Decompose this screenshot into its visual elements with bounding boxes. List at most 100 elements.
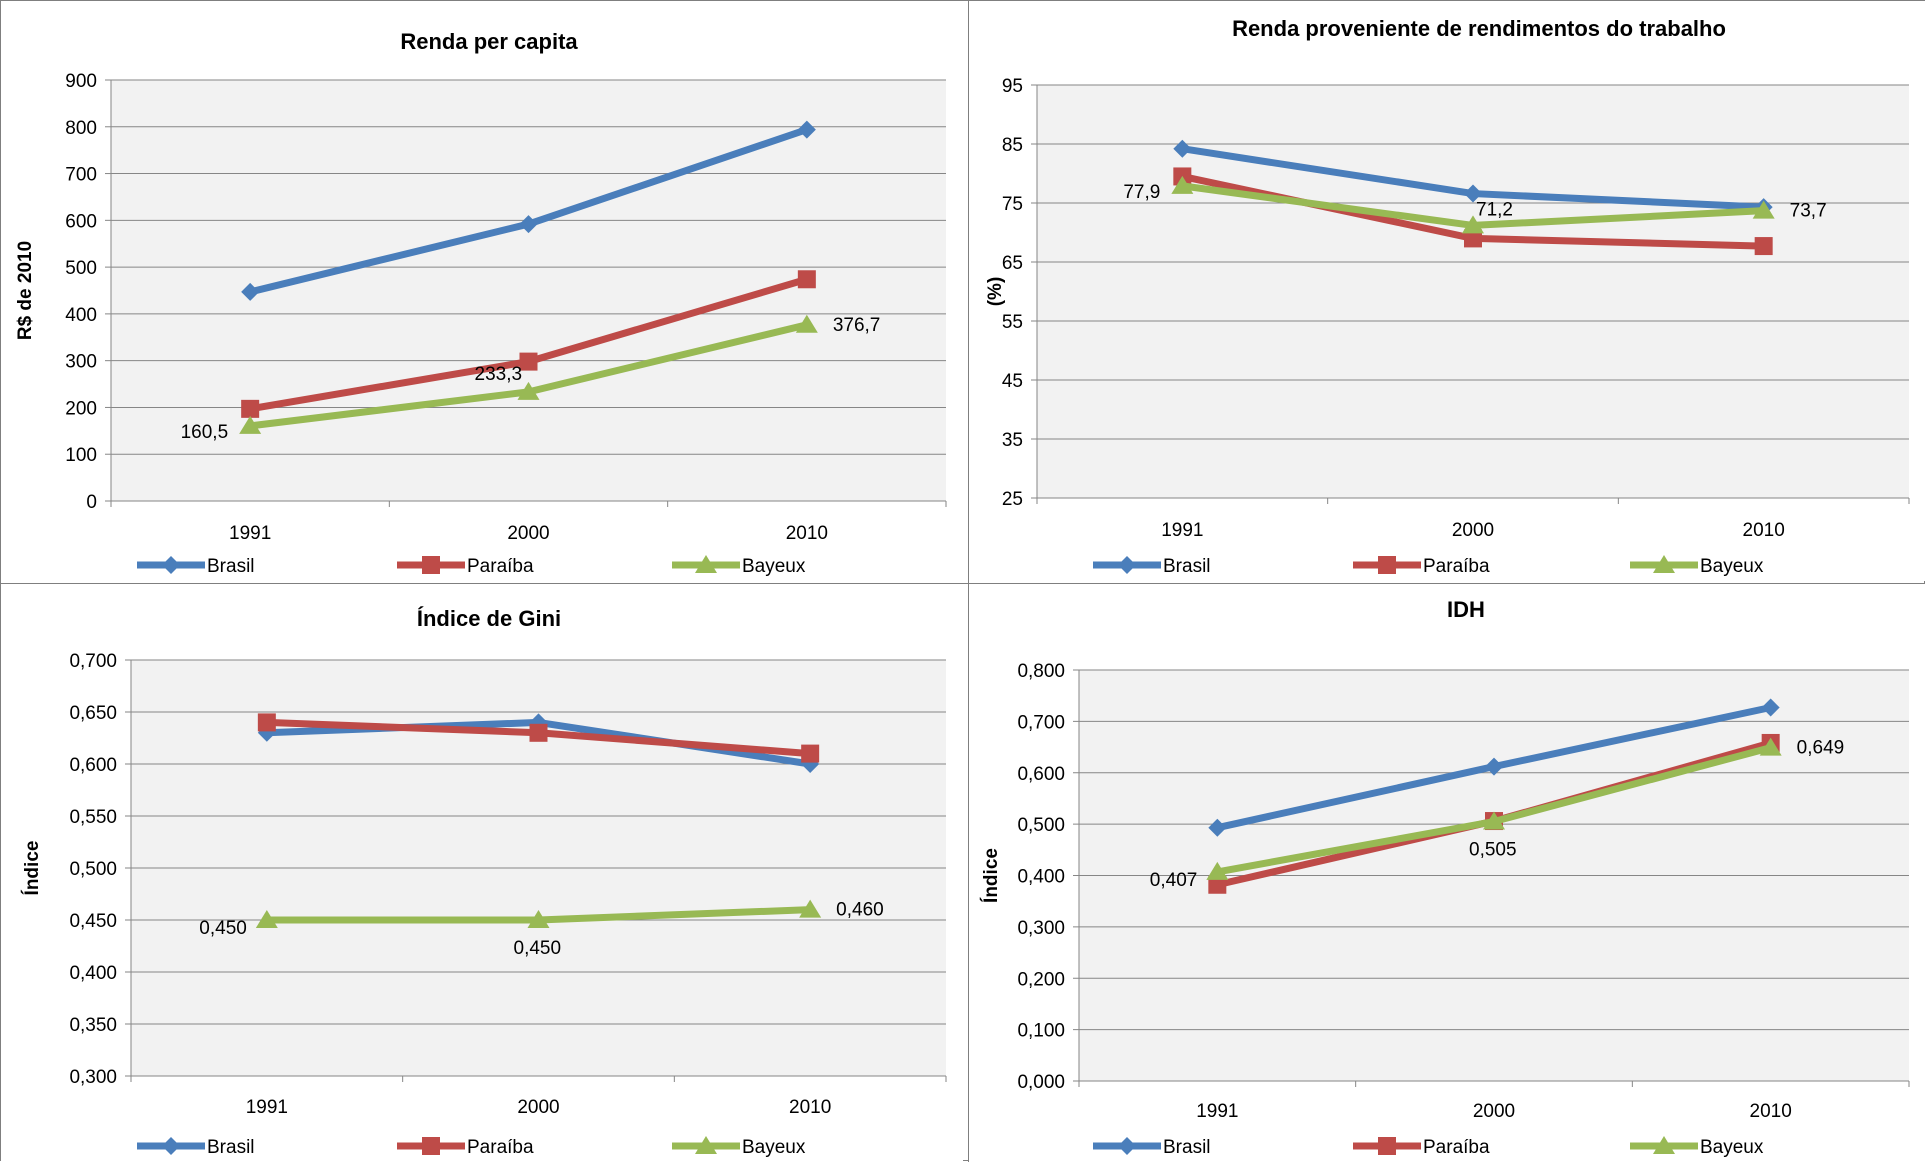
- chart-title: IDH: [1447, 597, 1485, 622]
- y-tick-label: 55: [1002, 312, 1023, 333]
- legend-item: Paraíba: [1353, 1137, 1490, 1158]
- y-tick-label: 0,600: [1017, 764, 1065, 785]
- data-label: 0,649: [1797, 738, 1845, 759]
- legend-label: Bayeux: [742, 556, 806, 577]
- y-tick-label: 25: [1002, 489, 1023, 510]
- x-tick-label: 2010: [1743, 520, 1785, 541]
- x-tick-label: 2000: [1473, 1101, 1515, 1122]
- legend-swatch-marker: [1653, 555, 1675, 573]
- y-tick-label: 0,800: [1017, 661, 1065, 682]
- x-tick-label: 1991: [246, 1097, 288, 1118]
- data-point-marker: [1464, 229, 1482, 248]
- data-label: 160,5: [181, 422, 229, 443]
- legend-swatch-marker: [1378, 556, 1396, 574]
- series-2: [255, 899, 822, 928]
- legend-label: Paraíba: [1423, 556, 1490, 577]
- legend-label: Paraíba: [467, 556, 534, 577]
- y-tick-label: 0,200: [1017, 969, 1065, 990]
- data-point-marker: [519, 352, 538, 371]
- data-point-marker: [517, 381, 540, 400]
- series-2: [239, 314, 818, 434]
- legend-swatch-marker: [422, 1137, 440, 1155]
- data-point-marker: [519, 215, 538, 234]
- legend-label: Paraíba: [467, 1137, 534, 1158]
- y-tick-label: 65: [1002, 253, 1023, 274]
- x-tick-label: 2000: [517, 1097, 559, 1118]
- chart-title: Renda proveniente de rendimentos do trab…: [1232, 16, 1726, 41]
- data-point-marker: [257, 713, 276, 732]
- legend-label: Paraíba: [1423, 1137, 1490, 1158]
- legend-label: Brasil: [1163, 556, 1211, 577]
- y-tick-label: 95: [1002, 76, 1023, 97]
- data-label: 376,7: [833, 315, 881, 336]
- data-point-marker: [255, 910, 278, 928]
- y-tick-label: 100: [65, 445, 97, 466]
- series-1: [257, 713, 820, 763]
- y-tick-label: 0,400: [1017, 867, 1065, 888]
- legend-item: Paraíba: [397, 556, 534, 577]
- data-label: 233,3: [475, 364, 523, 385]
- legend-item: Bayeux: [672, 555, 806, 577]
- x-tick-label: 1991: [1161, 520, 1203, 541]
- legend-item: Brasil: [1093, 556, 1211, 577]
- panel-divider-vertical: [968, 1, 969, 1162]
- series-1: [241, 270, 816, 418]
- y-tick-label: 700: [65, 165, 97, 186]
- y-tick-label: 0,300: [69, 1067, 117, 1088]
- data-point-marker: [801, 744, 820, 763]
- data-label: 77,9: [1123, 182, 1160, 203]
- chart-svg: 0,300 0,350 0,400 0,450 0,500 0,550 0,600 0,650…: [21, 606, 947, 1158]
- data-label: 0,460: [836, 900, 884, 921]
- x-tick-label: 2010: [1750, 1101, 1792, 1122]
- y-tick-label: 0,650: [69, 703, 117, 724]
- y-tick-label: 0,700: [1017, 712, 1065, 733]
- legend-swatch-marker: [695, 1136, 717, 1154]
- y-tick-label: 0,500: [69, 859, 117, 880]
- legend-swatch-marker: [162, 556, 180, 574]
- y-tick-label: 0,000: [1017, 1072, 1065, 1093]
- y-tick-label: 85: [1002, 135, 1023, 156]
- data-point-marker: [1206, 861, 1229, 880]
- data-point-marker: [1208, 818, 1227, 837]
- legend-label: Bayeux: [1700, 1137, 1764, 1158]
- legend-label: Brasil: [1163, 1137, 1211, 1158]
- data-label: 71,2: [1476, 199, 1513, 220]
- chart-svg: 0,000 0,100 0,200 0,300 0,400 0,500 0,600 0,700…: [980, 597, 1910, 1158]
- legend-swatch-marker: [1378, 1137, 1396, 1155]
- y-tick-label: 75: [1002, 194, 1023, 215]
- legend-swatch-marker: [422, 556, 440, 574]
- data-label: 0,505: [1469, 840, 1517, 861]
- legend-label: Bayeux: [1700, 556, 1764, 577]
- series-2: [1206, 737, 1782, 880]
- chart-panel-gini: 0,300 0,350 0,400 0,450 0,500 0,550 0,600 0,650…: [1, 584, 963, 1164]
- data-point-marker: [795, 314, 818, 333]
- data-point-marker: [1173, 139, 1192, 158]
- data-point-marker: [797, 120, 816, 139]
- legend-swatch-marker: [1653, 1136, 1675, 1154]
- data-point-marker: [1485, 757, 1503, 776]
- legend-swatch-marker: [1118, 556, 1136, 574]
- chart-title: Índice de Gini: [417, 606, 561, 631]
- y-axis-label: Índice: [980, 848, 1002, 903]
- x-tick-label: 2000: [507, 523, 549, 544]
- y-tick-label: 0,400: [69, 963, 117, 984]
- y-tick-label: 0,700: [69, 651, 117, 672]
- y-tick-label: 0,350: [69, 1015, 117, 1036]
- series-0: [241, 120, 816, 301]
- y-axis-label: Índice: [21, 841, 43, 896]
- chart-panel-renda-trabalho: 25 35 45 55 65 75 85 95 1991 2000 2010 Renda proven…: [969, 1, 1925, 581]
- legend-swatch-marker: [162, 1137, 180, 1155]
- chart-panel-idh: 0,000 0,100 0,200 0,300 0,400 0,500 0,600 0,700…: [969, 584, 1925, 1164]
- y-tick-label: 0,450: [69, 911, 117, 932]
- legend-swatch-marker: [695, 555, 717, 573]
- y-tick-label: 400: [65, 305, 97, 326]
- series-2: [1171, 175, 1775, 234]
- data-label: 0,450: [199, 918, 247, 939]
- y-tick-label: 0,500: [1017, 815, 1065, 836]
- data-point-marker: [1752, 200, 1775, 219]
- chart-svg: 25 35 45 55 65 75 85 95 1991 2000 2010 Renda proven…: [985, 16, 1910, 577]
- y-axis-label: R$ de 2010: [15, 241, 36, 340]
- legend-item: Brasil: [1093, 1137, 1211, 1158]
- data-point-marker: [241, 399, 260, 418]
- y-tick-label: 0,550: [69, 807, 117, 828]
